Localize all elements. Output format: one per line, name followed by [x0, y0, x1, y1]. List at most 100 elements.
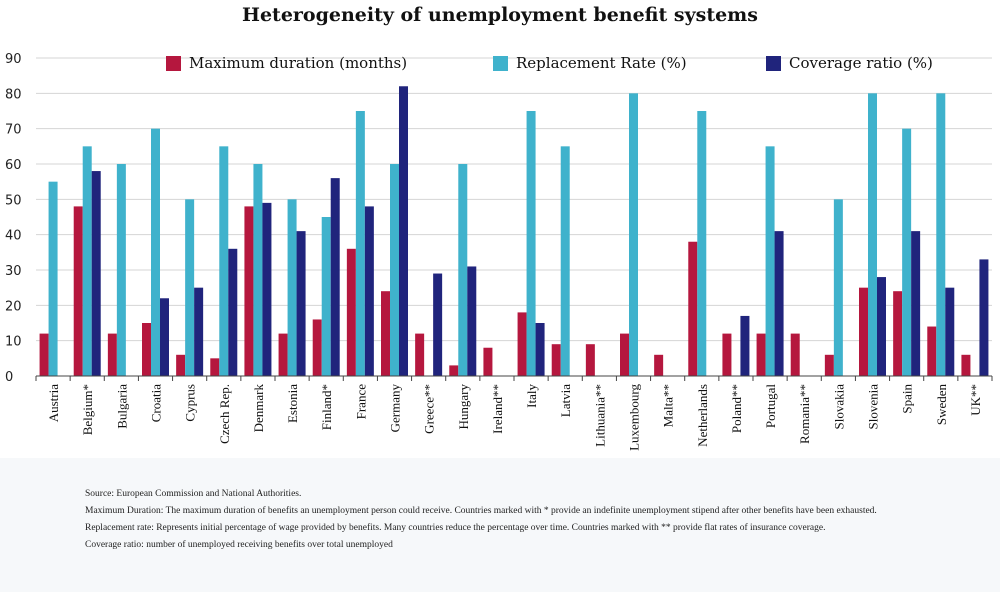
bar-replacement-21: [765, 146, 775, 376]
bar-duration-24: [859, 287, 868, 376]
y-tick-label: 60: [5, 158, 22, 173]
bar-coverage-3: [160, 298, 169, 376]
x-tick-label: Hungary: [456, 384, 471, 430]
bar-coverage-27: [979, 259, 989, 376]
bar-duration-23: [824, 354, 834, 376]
x-tick-label: Malta**: [661, 384, 676, 427]
bar-replacement-9: [355, 111, 365, 376]
axes: 0 10 20 30 40 50 60 70 80 90 Austria Belgium* Bulgar…: [5, 52, 993, 451]
x-tick-label: Austria: [46, 384, 61, 423]
bar-coverage-20: [740, 315, 750, 376]
bar-duration-15: [551, 344, 561, 376]
x-tick-label: Denmark: [251, 384, 266, 433]
x-tick-label: Latvia: [558, 384, 573, 417]
y-tick-label: 70: [5, 123, 22, 138]
bar-duration-3: [142, 323, 151, 376]
legend-swatch-replacement: [493, 55, 508, 71]
bar-replacement-10: [390, 164, 399, 376]
bar-duration-8: [312, 319, 322, 376]
bar-duration-7: [278, 333, 288, 376]
bar-duration-19: [688, 241, 698, 376]
bar-coverage-8: [330, 178, 340, 376]
x-tick-label: Italy: [524, 384, 539, 408]
bar-coverage-21: [774, 231, 784, 376]
x-tick-label: Greece**: [422, 384, 437, 434]
bar-duration-2: [107, 333, 117, 376]
legend-label-duration: Maximum duration (months): [189, 54, 408, 72]
bar-coverage-9: [364, 206, 374, 376]
y-tick-label: 90: [5, 52, 22, 67]
bar-duration-25: [893, 291, 903, 376]
chart-notes: Source: European Commission and National…: [85, 486, 935, 554]
x-tick-label: Luxembourg: [627, 384, 642, 451]
x-tick-label: Germany: [388, 384, 403, 433]
bar-replacement-6: [253, 164, 263, 376]
bars: [39, 86, 989, 377]
note-duration: Maximum Duration: The maximum duration o…: [85, 506, 877, 516]
bar-duration-5: [210, 358, 220, 376]
y-tick-label: 40: [5, 229, 22, 244]
gridlines: [36, 57, 992, 377]
bar-coverage-6: [262, 202, 272, 376]
x-tick-label: Ireland**: [490, 384, 505, 434]
bar-replacement-1: [82, 146, 92, 376]
bar-coverage-26: [945, 287, 955, 376]
bar-coverage-10: [399, 86, 408, 377]
bar-coverage-1: [91, 171, 101, 376]
bar-duration-17: [620, 333, 629, 376]
x-tick-label: Slovenia: [866, 384, 881, 430]
x-tick-label: Sweden: [934, 384, 949, 426]
bar-duration-26: [927, 326, 937, 376]
bar-duration-22: [790, 333, 800, 376]
bar-replacement-17: [629, 93, 638, 376]
bar-replacement-0: [48, 181, 58, 376]
bar-duration-13: [483, 347, 493, 376]
bar-duration-14: [517, 312, 527, 376]
bar-duration-16: [585, 344, 595, 376]
bar-duration-1: [73, 206, 83, 376]
bar-duration-27: [961, 354, 971, 376]
y-tick-label: 10: [5, 335, 22, 350]
bar-duration-20: [722, 333, 732, 376]
bar-replacement-4: [185, 199, 195, 376]
y-tick-label: 20: [5, 299, 22, 314]
bar-coverage-14: [535, 323, 545, 376]
legend-swatch-duration: [166, 55, 181, 71]
bar-coverage-12: [467, 266, 477, 376]
bar-replacement-15: [560, 146, 570, 376]
x-tick-label: Finland*: [319, 384, 334, 430]
bar-coverage-11: [433, 273, 443, 376]
bar-coverage-5: [228, 248, 238, 376]
x-tick-label: France: [353, 384, 368, 420]
bar-duration-9: [346, 248, 356, 376]
y-tick-label: 50: [5, 193, 22, 208]
x-tick-label: Croatia: [149, 384, 164, 422]
legend-label-coverage: Coverage ratio (%): [789, 54, 933, 72]
x-tick-label: Cyprus: [183, 384, 198, 422]
x-tick-label: UK**: [968, 384, 983, 416]
bar-replacement-2: [116, 164, 126, 376]
bar-duration-18: [654, 354, 664, 376]
bar-duration-11: [415, 333, 425, 376]
x-tick-label: Belgium*: [80, 384, 95, 435]
bar-duration-21: [756, 333, 766, 376]
x-tick-label: Bulgaria: [114, 384, 129, 429]
bar-replacement-7: [287, 199, 297, 376]
note-coverage: Coverage ratio: number of unemployed rec…: [85, 540, 393, 550]
legend-label-replacement: Replacement Rate (%): [516, 54, 687, 72]
x-tick-label: Lithuania**: [592, 384, 607, 447]
legend-item-duration: Maximum duration (months): [166, 54, 407, 72]
legend-swatch-coverage: [766, 55, 781, 71]
bar-replacement-8: [321, 217, 331, 376]
bar-chart: 0 10 20 30 40 50 60 70 80 90 Austria Belgium* Bulgar…: [5, 52, 993, 451]
x-tick-label: Poland**: [729, 384, 744, 433]
bar-coverage-25: [911, 231, 921, 376]
bar-replacement-23: [833, 199, 843, 376]
bar-replacement-24: [868, 93, 877, 376]
y-tick-label: 80: [5, 87, 22, 102]
bar-replacement-5: [219, 146, 229, 376]
x-tick-label: Portugal: [763, 384, 778, 428]
bar-replacement-14: [526, 111, 536, 376]
footer-panel: [0, 458, 1000, 592]
bar-replacement-3: [151, 128, 160, 376]
